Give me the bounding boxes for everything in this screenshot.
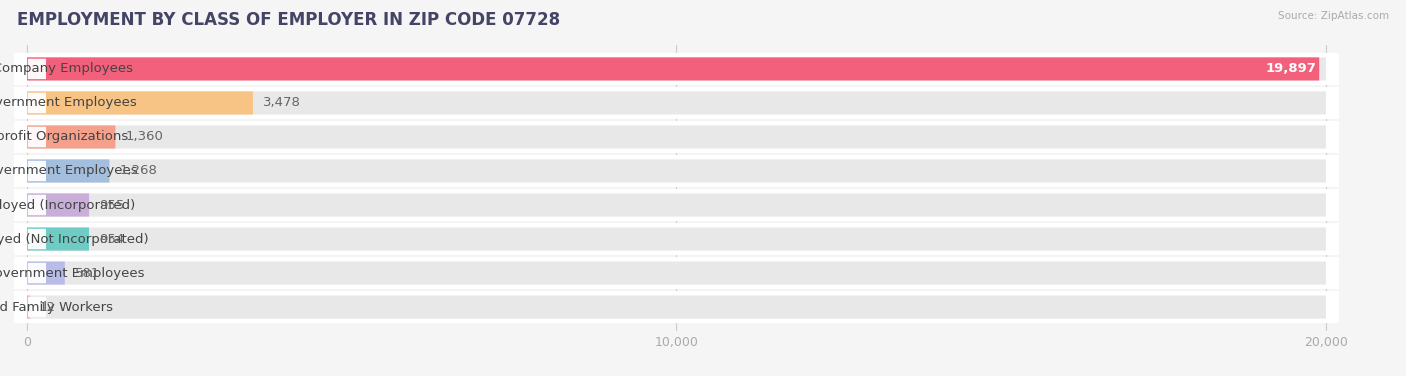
Text: Not-for-profit Organizations: Not-for-profit Organizations [0, 130, 128, 144]
Text: 3,478: 3,478 [263, 97, 301, 109]
Text: 12: 12 [38, 300, 55, 314]
Text: Source: ZipAtlas.com: Source: ZipAtlas.com [1278, 11, 1389, 21]
FancyBboxPatch shape [27, 227, 1326, 250]
FancyBboxPatch shape [27, 91, 253, 115]
Text: Self-Employed (Incorporated): Self-Employed (Incorporated) [0, 199, 135, 212]
FancyBboxPatch shape [14, 155, 1339, 187]
FancyBboxPatch shape [28, 297, 46, 317]
FancyBboxPatch shape [27, 296, 1326, 318]
FancyBboxPatch shape [27, 126, 1326, 149]
FancyBboxPatch shape [14, 121, 1339, 153]
FancyBboxPatch shape [27, 227, 89, 250]
Text: Self-Employed (Not Incorporated): Self-Employed (Not Incorporated) [0, 232, 149, 246]
FancyBboxPatch shape [27, 91, 1326, 115]
FancyBboxPatch shape [28, 229, 46, 249]
Text: 581: 581 [75, 267, 101, 279]
FancyBboxPatch shape [14, 223, 1339, 255]
FancyBboxPatch shape [27, 193, 89, 217]
Text: State Government Employees: State Government Employees [0, 164, 138, 177]
FancyBboxPatch shape [27, 261, 65, 285]
FancyBboxPatch shape [27, 193, 1326, 217]
Text: 954: 954 [100, 232, 125, 246]
FancyBboxPatch shape [28, 59, 46, 79]
FancyBboxPatch shape [28, 93, 46, 113]
FancyBboxPatch shape [27, 261, 1326, 285]
FancyBboxPatch shape [14, 87, 1339, 119]
FancyBboxPatch shape [28, 195, 46, 215]
FancyBboxPatch shape [14, 257, 1339, 289]
Text: 19,897: 19,897 [1265, 62, 1316, 76]
Text: Unpaid Family Workers: Unpaid Family Workers [0, 300, 114, 314]
Text: Private Company Employees: Private Company Employees [0, 62, 134, 76]
FancyBboxPatch shape [27, 126, 115, 149]
FancyBboxPatch shape [27, 296, 30, 318]
FancyBboxPatch shape [28, 127, 46, 147]
FancyBboxPatch shape [27, 159, 110, 183]
Text: Local Government Employees: Local Government Employees [0, 97, 136, 109]
FancyBboxPatch shape [14, 189, 1339, 221]
FancyBboxPatch shape [28, 161, 46, 181]
FancyBboxPatch shape [14, 291, 1339, 323]
FancyBboxPatch shape [27, 58, 1326, 80]
Text: 955: 955 [100, 199, 125, 212]
Text: 1,268: 1,268 [120, 164, 157, 177]
FancyBboxPatch shape [14, 53, 1339, 85]
Text: 1,360: 1,360 [125, 130, 163, 144]
FancyBboxPatch shape [27, 58, 1319, 80]
FancyBboxPatch shape [27, 159, 1326, 183]
Text: Federal Government Employees: Federal Government Employees [0, 267, 145, 279]
Text: EMPLOYMENT BY CLASS OF EMPLOYER IN ZIP CODE 07728: EMPLOYMENT BY CLASS OF EMPLOYER IN ZIP C… [17, 11, 560, 29]
FancyBboxPatch shape [28, 263, 46, 283]
